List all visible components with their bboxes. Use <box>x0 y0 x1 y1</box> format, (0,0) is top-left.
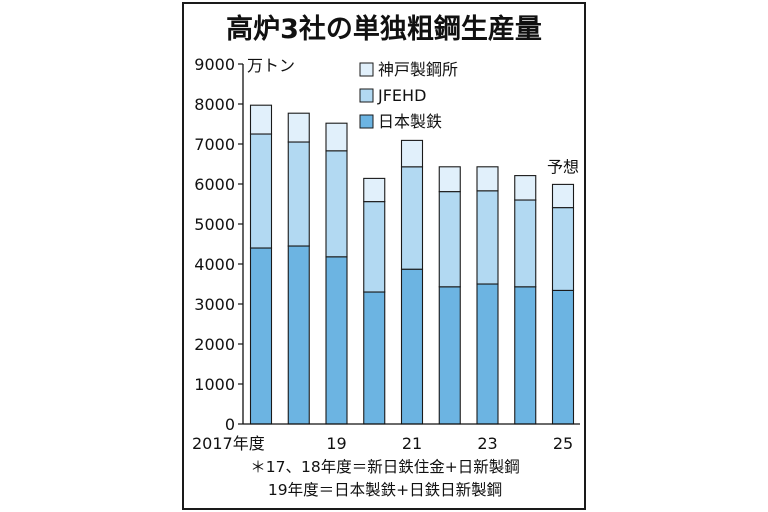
footnote-1: ＊17、18年度＝新日鉄住金+日新製鋼 <box>250 458 519 476</box>
x-tick-label: 21 <box>402 434 422 453</box>
x-tick-label: 25 <box>553 434 573 453</box>
y-tick-label: 9000 <box>194 55 235 74</box>
bar-segment <box>476 166 499 192</box>
bar-segment <box>325 150 348 258</box>
legend-swatch <box>359 88 374 103</box>
bar-segment <box>514 199 537 288</box>
bar-segment <box>551 289 575 425</box>
x-tick-label: 2017年度 <box>192 434 265 453</box>
bar-segment <box>249 133 273 249</box>
legend-label: JFEHD <box>377 86 426 105</box>
bar-segment <box>514 175 537 201</box>
bar-segment <box>400 139 424 168</box>
y-tick-label: 3000 <box>194 295 235 314</box>
chart-frame: 高炉3社の単独粗鋼生産量 万トン 0 1000 2000 3000 4000 5000 60… <box>182 2 586 510</box>
x-tick-label: 19 <box>326 434 346 453</box>
bar-segment <box>287 141 310 247</box>
chart-title: 高炉3社の単独粗鋼生産量 <box>226 13 542 45</box>
bar-segment <box>438 191 461 288</box>
chart-svg: 高炉3社の単独粗鋼生産量 万トン 0 1000 2000 3000 4000 5000 60… <box>192 13 580 499</box>
y-tick-label: 1000 <box>194 375 235 394</box>
bar-segment <box>438 286 461 425</box>
legend-swatch <box>359 62 374 77</box>
bar-segment <box>476 190 499 285</box>
y-tick-label: 6000 <box>194 175 235 194</box>
bar-segment <box>476 283 499 425</box>
y-unit-label: 万トン <box>247 56 295 75</box>
bar-segment <box>249 104 273 135</box>
bar-segment <box>514 286 537 425</box>
forecast-annotation: 予想 <box>547 157 579 176</box>
bar-segment <box>287 112 310 143</box>
y-tick-label: 5000 <box>194 215 235 234</box>
bar-segment <box>363 291 386 425</box>
y-tick-label: 4000 <box>194 255 235 274</box>
bar-segment <box>438 166 461 193</box>
bar-segment <box>249 247 273 425</box>
bar-segment <box>551 207 575 291</box>
bar-segment <box>363 177 386 203</box>
bar-segment <box>551 183 575 209</box>
footnote-2: 19年度＝日本製鉄+日鉄日新製鋼 <box>268 481 502 499</box>
y-tick-label: 8000 <box>194 95 235 114</box>
y-tick-label: 2000 <box>194 335 235 354</box>
legend-label: 日本製鉄 <box>378 112 442 131</box>
x-tick-label: 23 <box>477 434 497 453</box>
bar-segment <box>325 122 348 152</box>
bar-segment <box>400 166 424 270</box>
bar-segment <box>325 256 348 425</box>
bar-segment <box>363 201 386 293</box>
bar-segment <box>400 268 424 425</box>
legend-swatch <box>359 114 374 129</box>
y-tick-label: 7000 <box>194 135 235 154</box>
bar-segment <box>287 245 310 425</box>
y-tick-label: 0 <box>225 415 235 434</box>
legend-label: 神戸製鋼所 <box>378 60 458 79</box>
